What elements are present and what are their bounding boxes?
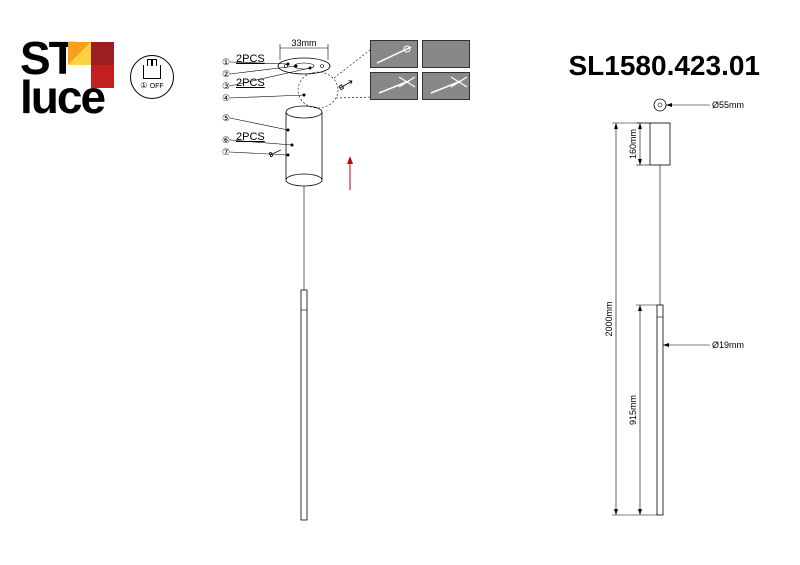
h2000: 2000mm (604, 301, 614, 336)
callout-5: ⑤ (222, 113, 230, 123)
assembly-drawing: 33mm (210, 40, 430, 540)
logo-sq-tr (91, 42, 114, 65)
h160: 160mm (628, 129, 638, 159)
detail-3 (422, 40, 470, 68)
callout-3: ③ (222, 81, 230, 91)
model-number: SL1580.423.01 (569, 50, 761, 82)
h915: 915mm (628, 395, 638, 425)
callout-4: ④ (222, 93, 230, 103)
badge-label: OFF (150, 83, 164, 90)
logo-mark (68, 42, 114, 93)
detail-1 (370, 40, 418, 68)
qty-1: 2PCS (236, 53, 265, 65)
top-dim: 33mm (291, 38, 316, 48)
dia19: Ø19mm (712, 340, 744, 350)
dia55: Ø55mm (712, 100, 744, 110)
qty-3: 2PCS (236, 77, 265, 89)
detail-4 (422, 72, 470, 100)
callout-6: ⑥ (222, 135, 230, 145)
dimension-view: Ø55mm 160mm 2000mm 915mm Ø19mm (600, 95, 760, 535)
qty-6: 2PCS (236, 131, 265, 143)
logo-sq-br (91, 65, 114, 88)
plug-icon (143, 65, 161, 79)
callout-7: ⑦ (222, 147, 230, 157)
power-off-badge: ① OFF (130, 55, 174, 99)
detail-3b (370, 72, 418, 100)
callout-2: ② (222, 69, 230, 79)
badge-index: ① (140, 81, 147, 90)
brand-logo: ST luce (20, 40, 120, 118)
callout-1: ① (222, 57, 230, 67)
